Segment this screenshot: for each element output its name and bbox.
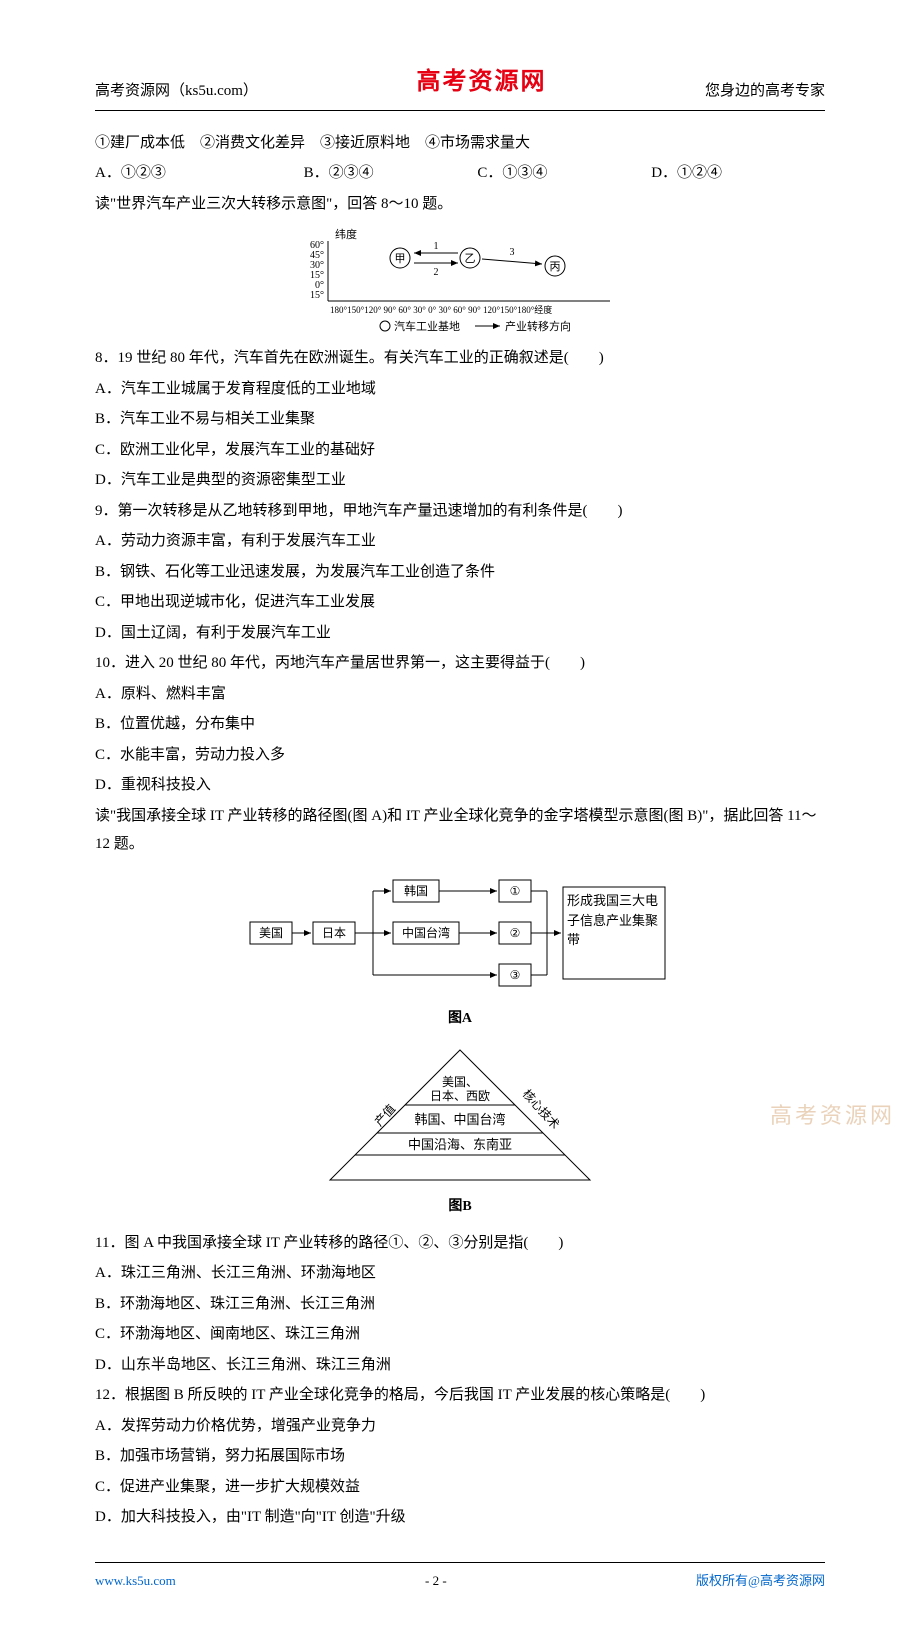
header-center-logo: 高考资源网 xyxy=(416,60,546,106)
q8-d: D．汽车工业是典型的资源密集型工业 xyxy=(95,466,825,495)
auto-industry-chart: 纬度 60° 45° 30° 15° 0° 15° 甲 乙 丙 1 2 3 18… xyxy=(95,226,825,336)
svg-text:3: 3 xyxy=(510,247,515,258)
svg-text:韩国: 韩国 xyxy=(404,883,428,898)
page-footer: www.ks5u.com - 2 - 版权所有@高考资源网 xyxy=(95,1562,825,1594)
q9-c: C．甲地出现逆城市化，促进汽车工业发展 xyxy=(95,588,825,617)
svg-text:中国台湾: 中国台湾 xyxy=(402,925,450,940)
q7-opt-b: B．②③④ xyxy=(304,159,478,188)
auto-chart-svg: 纬度 60° 45° 30° 15° 0° 15° 甲 乙 丙 1 2 3 18… xyxy=(290,226,630,336)
q8-b: B．汽车工业不易与相关工业集聚 xyxy=(95,405,825,434)
footer-right: 版权所有@高考资源网 xyxy=(696,1569,825,1594)
header-left: 高考资源网（ks5u.com） xyxy=(95,77,258,106)
q9-stem: 9．第一次转移是从乙地转移到甲地，甲地汽车产量迅速增加的有利条件是( ) xyxy=(95,497,825,526)
q12-stem: 12．根据图 B 所反映的 IT 产业全球化竞争的格局，今后我国 IT 产业发展… xyxy=(95,1381,825,1410)
q9-b: B．钢铁、石化等工业迅速发展，为发展汽车工业创造了条件 xyxy=(95,558,825,587)
svg-text:1: 1 xyxy=(434,241,439,252)
svg-text:美国、: 美国、 xyxy=(442,1075,478,1089)
q10-stem: 10．进入 20 世纪 80 年代，丙地汽车产量居世界第一，这主要得益于( ) xyxy=(95,649,825,678)
svg-text:2: 2 xyxy=(434,267,439,278)
q8-a: A．汽车工业城属于发育程度低的工业地域 xyxy=(95,375,825,404)
svg-text:甲: 甲 xyxy=(395,253,406,265)
diagram-b-svg: 美国、 日本、西欧 韩国、中国台湾 中国沿海、东南亚 产值 核心技术 xyxy=(310,1040,610,1190)
q7-opt-d: D．①②④ xyxy=(651,159,825,188)
svg-text:韩国、中国台湾: 韩国、中国台湾 xyxy=(414,1112,505,1127)
svg-text:15°: 15° xyxy=(310,290,324,301)
q7-opt-c: C．①③④ xyxy=(477,159,651,188)
diagram-a-caption: 图A xyxy=(95,1006,825,1033)
q7-options: A．①②③ B．②③④ C．①③④ D．①②④ xyxy=(95,159,825,188)
q10-b: B．位置优越，分布集中 xyxy=(95,710,825,739)
svg-text:丙: 丙 xyxy=(550,261,561,273)
q9-d: D．国土辽阔，有利于发展汽车工业 xyxy=(95,619,825,648)
svg-text:乙: 乙 xyxy=(465,252,476,265)
q12-b: B．加强市场营销，努力拓展国际市场 xyxy=(95,1442,825,1471)
q12-d: D．加大科技投入，由"IT 制造"向"IT 创造"升级 xyxy=(95,1503,825,1532)
page-header: 高考资源网（ks5u.com） 高考资源网 您身边的高考专家 xyxy=(95,60,825,111)
q7-factors: ①建厂成本低 ②消费文化差异 ③接近原料地 ④市场需求量大 xyxy=(95,129,825,158)
diagram-b: 高考资源网 美国、 日本、西欧 韩国、中国台湾 中国沿海、东南亚 产值 核心技术… xyxy=(95,1040,825,1221)
svg-text:②: ② xyxy=(510,926,521,940)
q11-d: D．山东半岛地区、长江三角洲、珠江三角洲 xyxy=(95,1351,825,1380)
footer-left: www.ks5u.com xyxy=(95,1569,176,1594)
svg-text:美国: 美国 xyxy=(259,926,283,940)
svg-text:日本: 日本 xyxy=(322,926,346,940)
diagram-b-caption: 图B xyxy=(95,1194,825,1221)
q11-stem: 11．图 A 中我国承接全球 IT 产业转移的路径①、②、③分别是指( ) xyxy=(95,1229,825,1258)
q8-c: C．欧洲工业化早，发展汽车工业的基础好 xyxy=(95,436,825,465)
svg-text:汽车工业基地: 汽车工业基地 xyxy=(394,319,460,333)
q11-b: B．环渤海地区、珠江三角洲、长江三角洲 xyxy=(95,1290,825,1319)
q11-a: A．珠江三角洲、长江三角洲、环渤海地区 xyxy=(95,1259,825,1288)
svg-text:日本、西欧: 日本、西欧 xyxy=(430,1089,490,1103)
q7-opt-a: A．①②③ xyxy=(95,159,304,188)
q8-stem: 8．19 世纪 80 年代，汽车首先在欧洲诞生。有关汽车工业的正确叙述是( ) xyxy=(95,344,825,373)
q11-c: C．环渤海地区、闽南地区、珠江三角洲 xyxy=(95,1320,825,1349)
diagram-a-svg: 美国 日本 韩国 中国台湾 ① ② ③ xyxy=(245,867,675,1002)
header-right: 您身边的高考专家 xyxy=(705,77,825,106)
svg-text:③: ③ xyxy=(510,968,521,982)
svg-text:中国沿海、东南亚: 中国沿海、东南亚 xyxy=(408,1137,512,1152)
q12-c: C．促进产业集聚，进一步扩大规模效益 xyxy=(95,1473,825,1502)
q10-a: A．原料、燃料丰富 xyxy=(95,680,825,709)
diagram-a: 美国 日本 韩国 中国台湾 ① ② ③ xyxy=(95,867,825,1033)
q9-a: A．劳动力资源丰富，有利于发展汽车工业 xyxy=(95,527,825,556)
lat-title: 纬度 xyxy=(335,227,357,241)
q10-c: C．水能丰富，劳动力投入多 xyxy=(95,741,825,770)
watermark: 高考资源网 xyxy=(770,1095,895,1137)
footer-page-num: - 2 - xyxy=(425,1569,447,1594)
lon-axis: 180°150°120° 90° 60° 30° 0° 30° 60° 90° … xyxy=(330,304,552,315)
q12-a: A．发挥劳动力价格优势，增强产业竞争力 xyxy=(95,1412,825,1441)
svg-text:①: ① xyxy=(510,884,521,898)
intro-11-12: 读"我国承接全球 IT 产业转移的路径图(图 A)和 IT 产业全球化竞争的金字… xyxy=(95,802,825,859)
intro-8-10: 读"世界汽车产业三次大转移示意图"，回答 8～10 题。 xyxy=(95,190,825,219)
q10-d: D．重视科技投入 xyxy=(95,771,825,800)
svg-text:产业转移方向: 产业转移方向 xyxy=(505,319,571,333)
